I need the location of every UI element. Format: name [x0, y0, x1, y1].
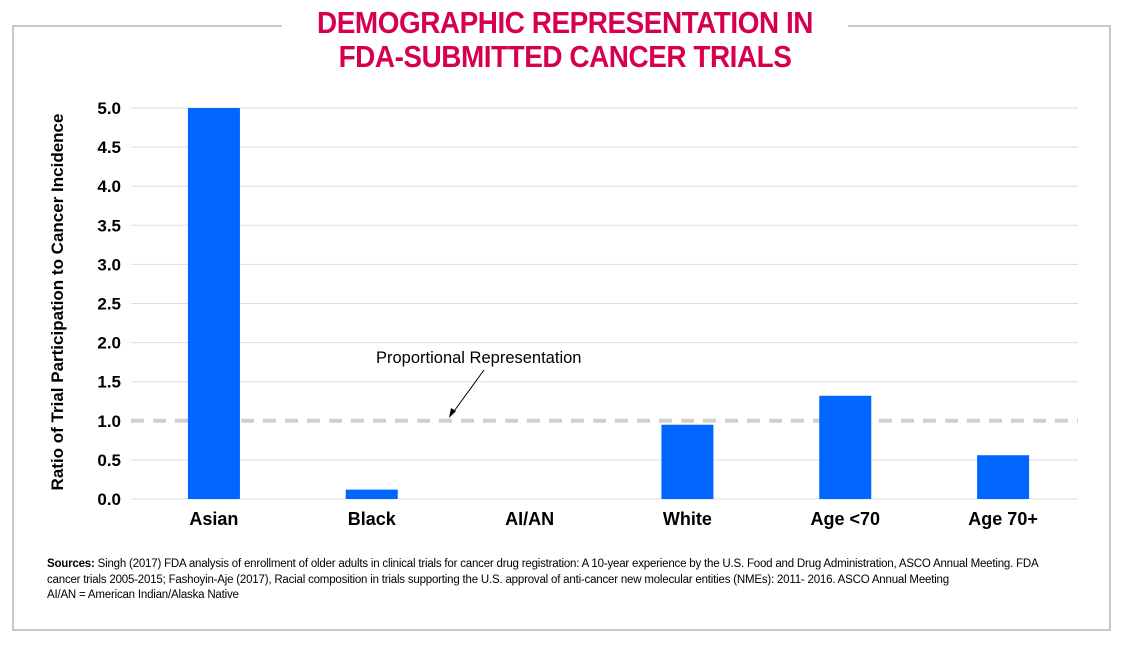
y-tick-label: 5.0 [97, 99, 121, 118]
y-axis-ticks: 0.0 0.5 1.0 1.5 2.0 2.5 3.0 3.5 4.0 4.5 5.0 [97, 99, 121, 509]
x-tick-label: Black [348, 509, 397, 529]
y-tick-label: 0.0 [97, 490, 121, 509]
y-tick-label: 1.0 [97, 412, 121, 431]
bars [187, 108, 1030, 499]
y-tick-label: 2.5 [97, 295, 121, 314]
annotation-arrow-head [449, 408, 456, 418]
x-tick-label: White [663, 509, 712, 529]
y-tick-label: 0.5 [97, 451, 121, 470]
bar [819, 395, 872, 499]
y-tick-label: 3.5 [97, 216, 121, 235]
x-tick-label: Asian [189, 509, 238, 529]
sources-label: Sources: [47, 558, 95, 570]
y-tick-label: 4.5 [97, 138, 121, 157]
chart-title: DEMOGRAPHIC REPRESENTATION IN FDA-SUBMIT… [317, 5, 813, 74]
y-tick-label: 1.5 [97, 373, 121, 392]
x-tick-label: Age <70 [810, 509, 880, 529]
y-tick-label: 4.0 [97, 177, 121, 196]
bar [977, 455, 1030, 499]
y-axis-label: Ratio of Trial Participation to Cancer I… [48, 114, 67, 491]
gridlines [131, 107, 1078, 500]
bar [345, 489, 398, 499]
sources-line-2: cancer trials 2005-2015; Fashoyin-Aje (2… [47, 573, 949, 586]
bar [187, 108, 240, 499]
title-container: DEMOGRAPHIC REPRESENTATION IN FDA-SUBMIT… [282, 6, 848, 74]
annotation-arrow-line [451, 369, 485, 415]
bar [661, 424, 714, 499]
annotation-label: Proportional Representation [376, 349, 581, 367]
x-axis-ticks: Asian Black AI/AN White Age <70 Age 70+ [189, 509, 1037, 529]
x-tick-label: Age 70+ [968, 509, 1038, 529]
sources-note: Sources: Singh (2017) FDA analysis of en… [47, 557, 1092, 604]
y-tick-label: 2.0 [97, 334, 121, 353]
y-tick-label: 3.0 [97, 255, 121, 274]
x-tick-label: AI/AN [505, 509, 554, 529]
sources-line-1: Sources: Singh (2017) FDA analysis of en… [47, 557, 1092, 573]
annotation-group: Proportional Representation [376, 349, 581, 418]
sources-line-3: AI/AN = American Indian/Alaska Native [47, 589, 239, 601]
sources-text-1: Singh (2017) FDA analysis of enrollment … [97, 558, 1039, 570]
